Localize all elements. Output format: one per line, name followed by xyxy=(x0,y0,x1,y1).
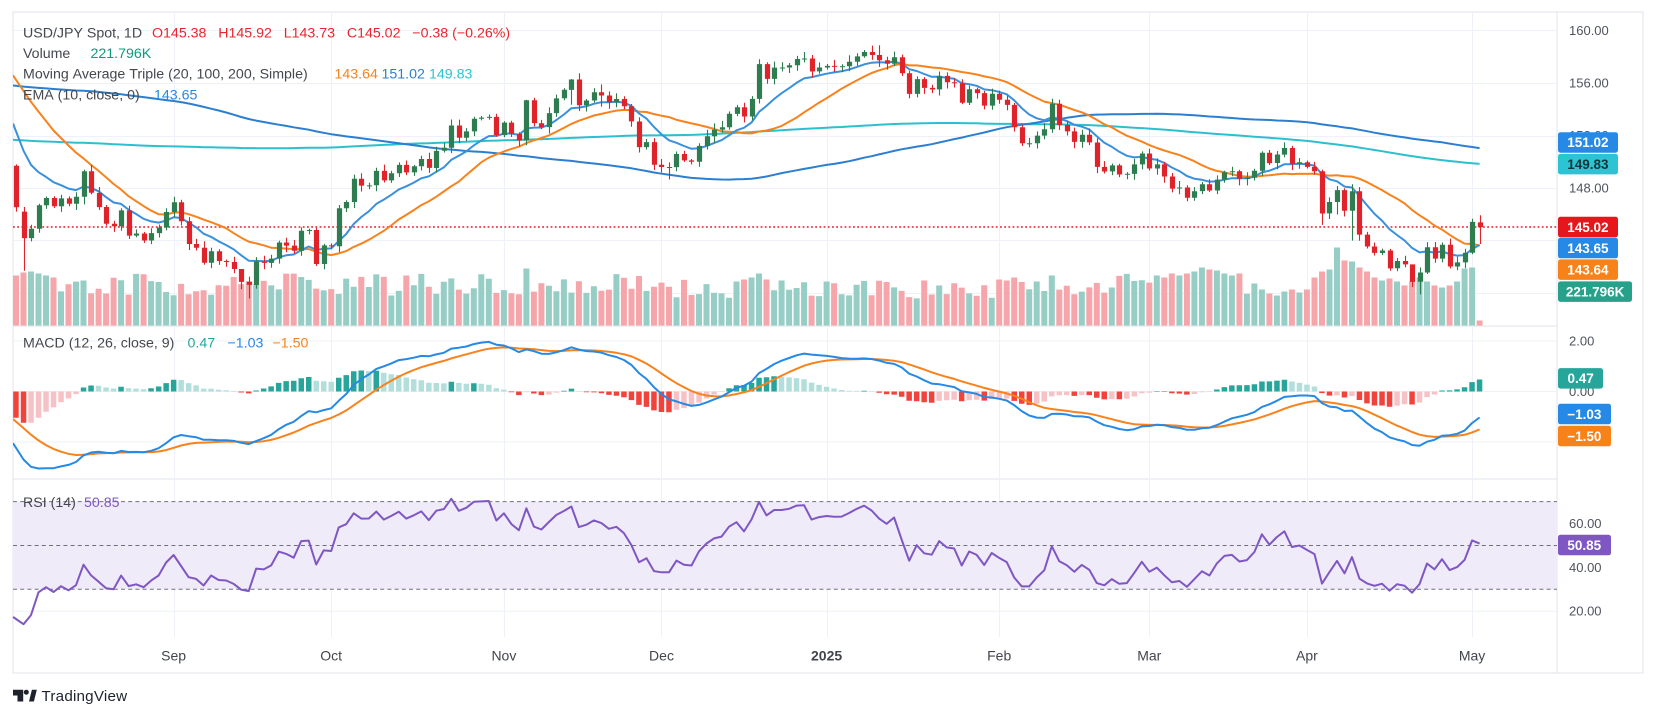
svg-text:−1.03: −1.03 xyxy=(228,336,264,352)
svg-text:50.85: 50.85 xyxy=(1567,538,1601,553)
svg-text:−1.50: −1.50 xyxy=(273,336,309,352)
svg-text:2.00: 2.00 xyxy=(1569,334,1594,349)
svg-text:149.83: 149.83 xyxy=(429,67,473,83)
svg-text:143.65: 143.65 xyxy=(154,88,198,104)
svg-text:143.64: 143.64 xyxy=(335,67,379,83)
svg-text:0.47: 0.47 xyxy=(1567,371,1593,386)
svg-text:50.85: 50.85 xyxy=(84,495,120,511)
svg-text:Oct: Oct xyxy=(320,648,342,664)
svg-text:143.64: 143.64 xyxy=(1567,263,1609,278)
svg-text:143.65: 143.65 xyxy=(1567,241,1609,256)
svg-text:20.00: 20.00 xyxy=(1569,604,1602,619)
svg-text:TradingView: TradingView xyxy=(42,688,128,705)
svg-text:RSI (14): RSI (14) xyxy=(23,495,76,511)
svg-text:EMA (10, close, 0): EMA (10, close, 0) xyxy=(23,88,140,104)
svg-text:Nov: Nov xyxy=(491,648,516,664)
svg-text:Mar: Mar xyxy=(1137,648,1161,664)
svg-text:148.00: 148.00 xyxy=(1569,181,1609,196)
svg-text:160.00: 160.00 xyxy=(1569,23,1609,38)
svg-text:2025: 2025 xyxy=(811,648,842,664)
svg-text:O145.38 H145.92 L143.73: O145.38 H145.92 L143.73 C145.02 −0.38 (−… xyxy=(152,26,510,42)
svg-text:40.00: 40.00 xyxy=(1569,560,1602,575)
svg-text:May: May xyxy=(1459,648,1485,664)
svg-text:0.47: 0.47 xyxy=(188,336,216,352)
svg-text:Volume: Volume xyxy=(23,46,70,62)
svg-text:Apr: Apr xyxy=(1296,648,1318,664)
svg-text:145.02: 145.02 xyxy=(1567,220,1608,235)
svg-text:USD/JPY Spot, 1D: USD/JPY Spot, 1D xyxy=(23,26,142,42)
svg-text:−1.03: −1.03 xyxy=(1567,407,1602,422)
svg-text:151.02: 151.02 xyxy=(1567,135,1608,150)
svg-text:Moving Average Triple (20, 100: Moving Average Triple (20, 100, 200, Sim… xyxy=(23,67,308,83)
svg-text:Feb: Feb xyxy=(987,648,1011,664)
svg-text:149.83: 149.83 xyxy=(1567,157,1609,172)
svg-text:156.00: 156.00 xyxy=(1569,76,1609,91)
svg-text:Sep: Sep xyxy=(161,648,186,664)
svg-text:221.796K: 221.796K xyxy=(1566,284,1625,299)
svg-text:151.02: 151.02 xyxy=(382,67,426,83)
svg-text:221.796K: 221.796K xyxy=(91,46,152,62)
svg-text:Dec: Dec xyxy=(649,648,674,664)
svg-text:60.00: 60.00 xyxy=(1569,516,1602,531)
svg-text:−1.50: −1.50 xyxy=(1567,429,1601,444)
svg-text:MACD (12, 26, close, 9): MACD (12, 26, close, 9) xyxy=(23,336,174,352)
